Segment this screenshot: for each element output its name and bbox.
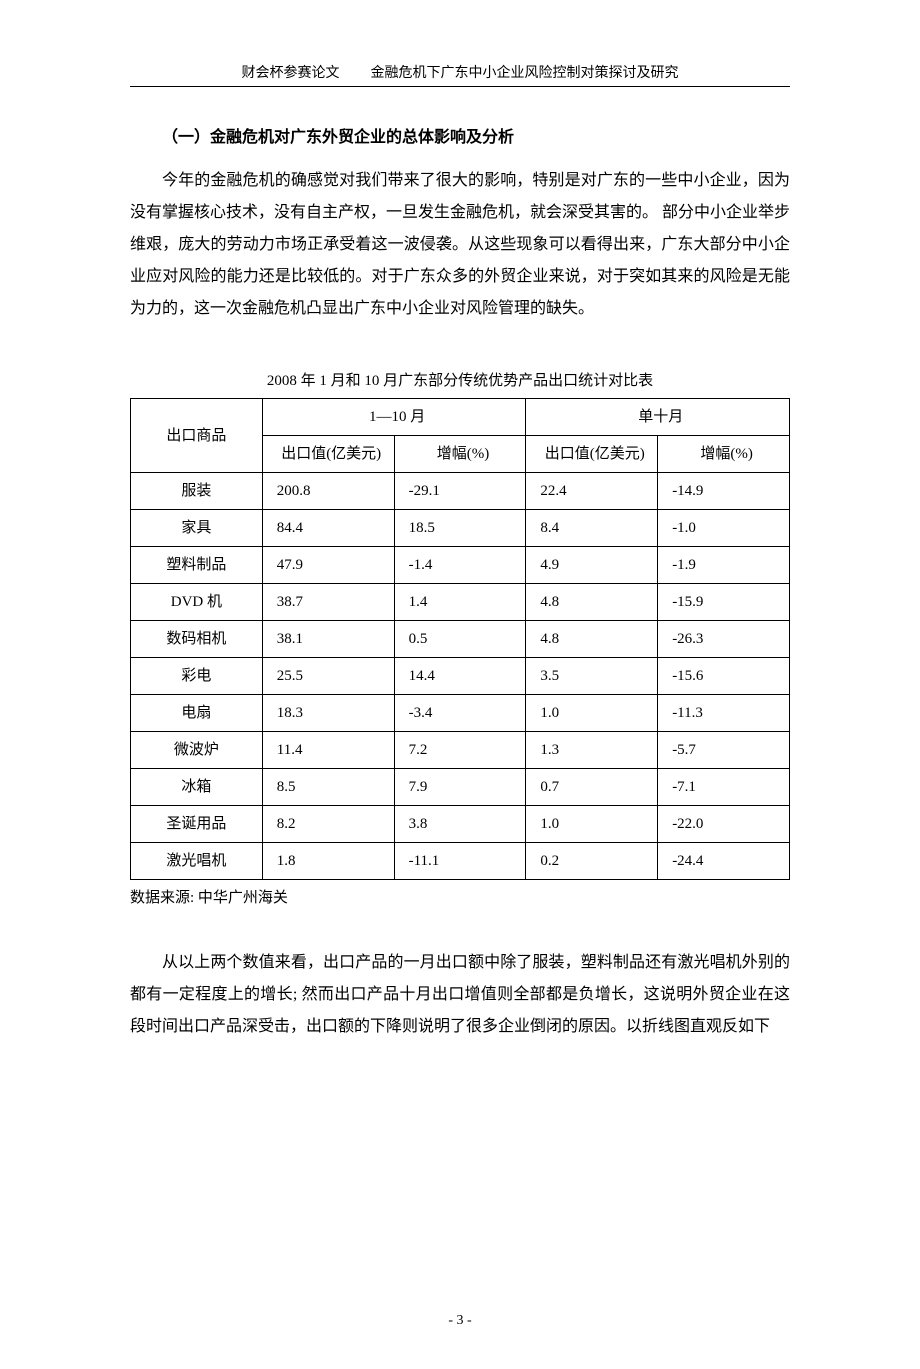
col-header-value-oct: 出口值(亿美元) <box>526 436 658 473</box>
cell: -24.4 <box>658 843 790 880</box>
export-table: 出口商品 1—10 月 单十月 出口值(亿美元) 增幅(%) 出口值(亿美元) … <box>130 398 790 880</box>
cell: -15.9 <box>658 584 790 621</box>
cell: 200.8 <box>262 473 394 510</box>
cell: 1.4 <box>394 584 526 621</box>
cell: 8.2 <box>262 806 394 843</box>
cell: -1.0 <box>658 510 790 547</box>
cell: 38.1 <box>262 621 394 658</box>
cell: 22.4 <box>526 473 658 510</box>
table-head: 出口商品 1—10 月 单十月 出口值(亿美元) 增幅(%) 出口值(亿美元) … <box>131 399 790 473</box>
col-header-growth-oct: 增幅(%) <box>658 436 790 473</box>
table-row: 服装200.8-29.122.4-14.9 <box>131 473 790 510</box>
cell: 4.8 <box>526 584 658 621</box>
row-label: 塑料制品 <box>131 547 263 584</box>
cell: 3.5 <box>526 658 658 695</box>
cell: 8.5 <box>262 769 394 806</box>
row-label: 圣诞用品 <box>131 806 263 843</box>
cell: 0.5 <box>394 621 526 658</box>
row-label: 电扇 <box>131 695 263 732</box>
table-row: 塑料制品47.9-1.44.9-1.9 <box>131 547 790 584</box>
row-label: 服装 <box>131 473 263 510</box>
header-rule <box>130 86 790 87</box>
table-title: 2008 年 1 月和 10 月广东部分传统优势产品出口统计对比表 <box>130 369 790 390</box>
cell: -14.9 <box>658 473 790 510</box>
col-header-growth-110: 增幅(%) <box>394 436 526 473</box>
row-label: 彩电 <box>131 658 263 695</box>
cell: 84.4 <box>262 510 394 547</box>
table-row: 家具84.418.58.4-1.0 <box>131 510 790 547</box>
cell: 0.2 <box>526 843 658 880</box>
paragraph-2: 从以上两个数值来看，出口产品的一月出口额中除了服装，塑料制品还有激光唱机外别的都… <box>130 947 790 1043</box>
cell: 18.5 <box>394 510 526 547</box>
cell: -26.3 <box>658 621 790 658</box>
cell: -1.4 <box>394 547 526 584</box>
table-body: 服装200.8-29.122.4-14.9家具84.418.58.4-1.0塑料… <box>131 473 790 880</box>
cell: -11.1 <box>394 843 526 880</box>
document-page: 财会杯参赛论文 金融危机下广东中小企业风险控制对策探讨及研究 （一）金融危机对广… <box>0 0 920 1369</box>
row-label: 激光唱机 <box>131 843 263 880</box>
cell: 25.5 <box>262 658 394 695</box>
running-header: 财会杯参赛论文 金融危机下广东中小企业风险控制对策探讨及研究 <box>130 62 790 82</box>
col-header-value-110: 出口值(亿美元) <box>262 436 394 473</box>
cell: 1.0 <box>526 695 658 732</box>
table-row: DVD 机38.71.44.8-15.9 <box>131 584 790 621</box>
cell: 7.2 <box>394 732 526 769</box>
page-number: - 3 - <box>130 1313 790 1369</box>
cell: 11.4 <box>262 732 394 769</box>
cell: 4.8 <box>526 621 658 658</box>
cell: 4.9 <box>526 547 658 584</box>
cell: 47.9 <box>262 547 394 584</box>
row-label: 微波炉 <box>131 732 263 769</box>
cell: 1.8 <box>262 843 394 880</box>
row-label: 数码相机 <box>131 621 263 658</box>
table-row: 圣诞用品8.23.81.0-22.0 <box>131 806 790 843</box>
cell: 0.7 <box>526 769 658 806</box>
header-right: 金融危机下广东中小企业风险控制对策探讨及研究 <box>371 66 679 81</box>
cell: 3.8 <box>394 806 526 843</box>
table-row: 微波炉11.47.21.3-5.7 <box>131 732 790 769</box>
cell: -3.4 <box>394 695 526 732</box>
cell: -15.6 <box>658 658 790 695</box>
cell: -29.1 <box>394 473 526 510</box>
col-group-1-10: 1—10 月 <box>262 399 526 436</box>
row-label: DVD 机 <box>131 584 263 621</box>
table-row: 彩电25.514.43.5-15.6 <box>131 658 790 695</box>
table-row: 冰箱8.57.90.7-7.1 <box>131 769 790 806</box>
header-left: 财会杯参赛论文 <box>242 66 340 81</box>
table-header-row-1: 出口商品 1—10 月 单十月 <box>131 399 790 436</box>
section-heading: （一）金融危机对广东外贸企业的总体影响及分析 <box>130 123 790 147</box>
table-row: 数码相机38.10.54.8-26.3 <box>131 621 790 658</box>
cell: 1.3 <box>526 732 658 769</box>
cell: -7.1 <box>658 769 790 806</box>
data-source: 数据来源: 中华广州海关 <box>130 886 790 907</box>
col-header-product: 出口商品 <box>131 399 263 473</box>
table-row: 激光唱机1.8-11.10.2-24.4 <box>131 843 790 880</box>
cell: 8.4 <box>526 510 658 547</box>
cell: -1.9 <box>658 547 790 584</box>
cell: -11.3 <box>658 695 790 732</box>
cell: -22.0 <box>658 806 790 843</box>
cell: 7.9 <box>394 769 526 806</box>
paragraph-1: 今年的金融危机的确感觉对我们带来了很大的影响，特别是对广东的一些中小企业，因为没… <box>130 165 790 325</box>
row-label: 冰箱 <box>131 769 263 806</box>
row-label: 家具 <box>131 510 263 547</box>
col-group-oct: 单十月 <box>526 399 790 436</box>
cell: 38.7 <box>262 584 394 621</box>
cell: 18.3 <box>262 695 394 732</box>
cell: 14.4 <box>394 658 526 695</box>
cell: -5.7 <box>658 732 790 769</box>
table-row: 电扇18.3-3.41.0-11.3 <box>131 695 790 732</box>
cell: 1.0 <box>526 806 658 843</box>
